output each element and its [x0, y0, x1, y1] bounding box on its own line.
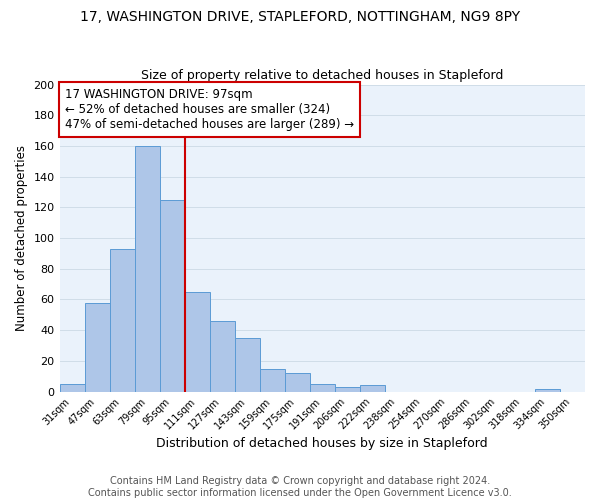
- Bar: [335, 387, 360, 392]
- Bar: [134, 146, 160, 392]
- Bar: [360, 386, 385, 392]
- Bar: [235, 338, 260, 392]
- Title: Size of property relative to detached houses in Stapleford: Size of property relative to detached ho…: [141, 69, 503, 82]
- Bar: [310, 384, 335, 392]
- Text: 17, WASHINGTON DRIVE, STAPLEFORD, NOTTINGHAM, NG9 8PY: 17, WASHINGTON DRIVE, STAPLEFORD, NOTTIN…: [80, 10, 520, 24]
- Y-axis label: Number of detached properties: Number of detached properties: [15, 145, 28, 331]
- Bar: [535, 388, 560, 392]
- Bar: [260, 368, 285, 392]
- Bar: [59, 384, 85, 392]
- Bar: [285, 373, 310, 392]
- Bar: [185, 292, 209, 392]
- Bar: [160, 200, 185, 392]
- Text: Contains HM Land Registry data © Crown copyright and database right 2024.
Contai: Contains HM Land Registry data © Crown c…: [88, 476, 512, 498]
- Text: 17 WASHINGTON DRIVE: 97sqm
← 52% of detached houses are smaller (324)
47% of sem: 17 WASHINGTON DRIVE: 97sqm ← 52% of deta…: [65, 88, 354, 130]
- Bar: [110, 249, 134, 392]
- Bar: [85, 302, 110, 392]
- X-axis label: Distribution of detached houses by size in Stapleford: Distribution of detached houses by size …: [157, 437, 488, 450]
- Bar: [209, 321, 235, 392]
